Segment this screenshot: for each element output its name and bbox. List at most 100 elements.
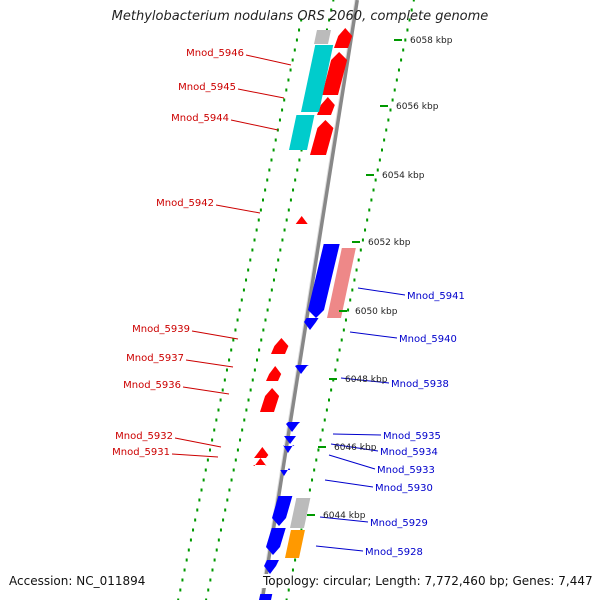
ruler-dot-left — [196, 508, 199, 512]
ruler-dot-left — [209, 448, 211, 452]
gene-forward — [254, 447, 269, 458]
ruler-dot-inner — [285, 218, 288, 222]
ruler-dot-inner — [239, 438, 242, 442]
gene-label-forward[interactable]: Mnod_5936 — [123, 380, 181, 391]
ruler-dot-inner — [217, 538, 220, 542]
ruler-dot-left — [255, 228, 258, 232]
ruler-dot-left — [234, 328, 237, 332]
ruler-dot-left — [285, 88, 288, 92]
ruler-dot-right — [308, 488, 311, 492]
ruler-dot-left — [189, 538, 192, 542]
ruler-dot-right — [315, 458, 318, 462]
ruler-dot-right — [361, 238, 364, 242]
ruler-dot-right — [408, 18, 411, 22]
ruler-dot-right — [347, 308, 350, 312]
gene-label-reverse[interactable]: Mnod_5930 — [375, 483, 433, 494]
gene-label-reverse[interactable]: Mnod_5933 — [377, 465, 435, 476]
label-leaders — [171, 54, 406, 552]
ruler-dot-left — [295, 38, 298, 42]
ruler-tick — [307, 514, 315, 516]
gene-label-reverse[interactable]: Mnod_5941 — [407, 291, 465, 302]
ruler-dot-right — [395, 78, 398, 82]
ruler-dot-inner — [251, 378, 254, 382]
leader-line-forward — [237, 88, 285, 99]
ruler-dot-left — [181, 578, 184, 582]
ruler-dot-inner — [328, 18, 331, 22]
gene-forward — [322, 52, 348, 95]
gene-label-reverse[interactable]: Mnod_5935 — [383, 431, 441, 442]
gene-cog-gray — [314, 30, 331, 44]
genome-summary: Topology: circular; Length: 7,772,460 bp… — [261, 574, 595, 588]
gene-label-forward[interactable]: Mnod_5937 — [126, 353, 184, 364]
gene-label-forward[interactable]: Mnod_5944 — [171, 113, 229, 124]
leader-line-reverse — [324, 479, 374, 488]
ruler-dot-left — [211, 438, 214, 442]
ruler-dot-right — [389, 108, 392, 112]
ruler-dot-right — [291, 568, 294, 572]
leader-line-reverse — [315, 545, 364, 552]
ruler-dot-left — [298, 28, 301, 32]
ruler-tick — [366, 174, 374, 176]
ruler-dot-inner — [268, 298, 271, 302]
gene-cog-cyan — [289, 115, 315, 150]
gene-label-forward[interactable]: Mnod_5945 — [178, 82, 236, 93]
leader-line-forward — [185, 359, 234, 368]
ruler-dot-left — [185, 558, 188, 562]
gene-forward — [266, 366, 282, 381]
ruler-dot-left — [291, 58, 294, 62]
gene-label-reverse[interactable]: Mnod_5940 — [399, 334, 457, 345]
ruler-dot-right — [294, 558, 297, 562]
ruler-dot-left — [183, 568, 186, 572]
ruler-dot-left — [198, 498, 201, 502]
ruler-dot-left — [206, 458, 209, 462]
ruler-tick-label: 6056 kbp — [396, 102, 439, 112]
gene-label-reverse[interactable]: Mnod_5929 — [370, 518, 428, 529]
ruler-dot-right — [374, 178, 377, 182]
ruler-tick-label: 6048 kbp — [345, 375, 388, 385]
ruler-tick-label: 6052 kbp — [368, 238, 411, 248]
ruler-dot-left — [204, 468, 207, 472]
gene-labels[interactable]: Mnod_5946 Mnod_5945 Mnod_5944 Mnod_5942 Mnod… — [112, 48, 465, 558]
ruler-dot-right — [387, 118, 390, 122]
gene-reverse — [279, 468, 291, 476]
ruler-dot-inner — [245, 408, 248, 412]
gene-forward — [260, 388, 280, 412]
ruler-dot-right — [351, 288, 354, 292]
gene-cog-cyan — [301, 45, 334, 112]
ruler-dot-right — [357, 258, 360, 262]
ruler-dot-left — [192, 528, 195, 532]
ruler-dot-inner — [213, 558, 216, 562]
gene-label-forward[interactable]: Mnod_5942 — [156, 198, 214, 209]
ruler-tick — [352, 241, 360, 243]
ruler-tick — [394, 39, 402, 41]
gene-label-forward[interactable]: Mnod_5932 — [115, 431, 173, 442]
gene-forward — [253, 458, 267, 466]
ruler-dot-inner — [292, 188, 295, 192]
ruler-dot-left — [228, 358, 231, 362]
ruler-dot-right — [340, 338, 343, 342]
gene-label-forward[interactable]: Mnod_5939 — [132, 324, 190, 335]
ruler-tick — [339, 310, 347, 312]
gene-label-reverse[interactable]: Mnod_5928 — [365, 547, 423, 558]
gene-label-forward[interactable]: Mnod_5946 — [186, 48, 244, 59]
ruler-dot-inner — [294, 178, 297, 182]
ruler-dot-inner — [279, 248, 282, 252]
ruler-dot-left — [213, 428, 216, 432]
gene-label-reverse[interactable]: Mnod_5934 — [380, 447, 438, 458]
ruler-dot-left — [262, 198, 264, 202]
ruler-dot-left — [230, 348, 233, 352]
ruler-dot-left — [194, 518, 197, 522]
ruler-dot-right — [328, 398, 330, 402]
ruler-dot-inner — [277, 258, 280, 262]
ruler-dot-left — [236, 318, 239, 322]
ruler-dot-right — [372, 188, 375, 192]
ruler-dot-right — [336, 358, 339, 362]
ruler-dot-inner — [219, 528, 222, 532]
leader-line-forward — [245, 54, 292, 66]
gene-features — [253, 28, 356, 600]
ruler-dot-inner — [247, 398, 250, 402]
ruler-dot-right — [404, 38, 407, 42]
gene-reverse — [259, 594, 273, 600]
gene-label-forward[interactable]: Mnod_5931 — [112, 447, 170, 458]
gene-label-reverse[interactable]: Mnod_5938 — [391, 379, 449, 390]
